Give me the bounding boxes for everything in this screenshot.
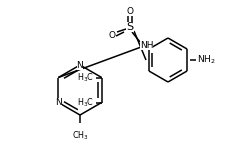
- Text: NH$_2$: NH$_2$: [196, 54, 215, 66]
- Text: NH: NH: [139, 41, 153, 49]
- Text: O: O: [108, 31, 115, 39]
- Text: N: N: [76, 61, 83, 69]
- Text: N: N: [55, 98, 61, 107]
- Text: O: O: [126, 7, 133, 15]
- Text: H$_3$C: H$_3$C: [76, 96, 93, 109]
- Text: S: S: [126, 22, 133, 32]
- Text: H$_3$C: H$_3$C: [76, 71, 93, 84]
- Text: CH$_3$: CH$_3$: [71, 129, 88, 142]
